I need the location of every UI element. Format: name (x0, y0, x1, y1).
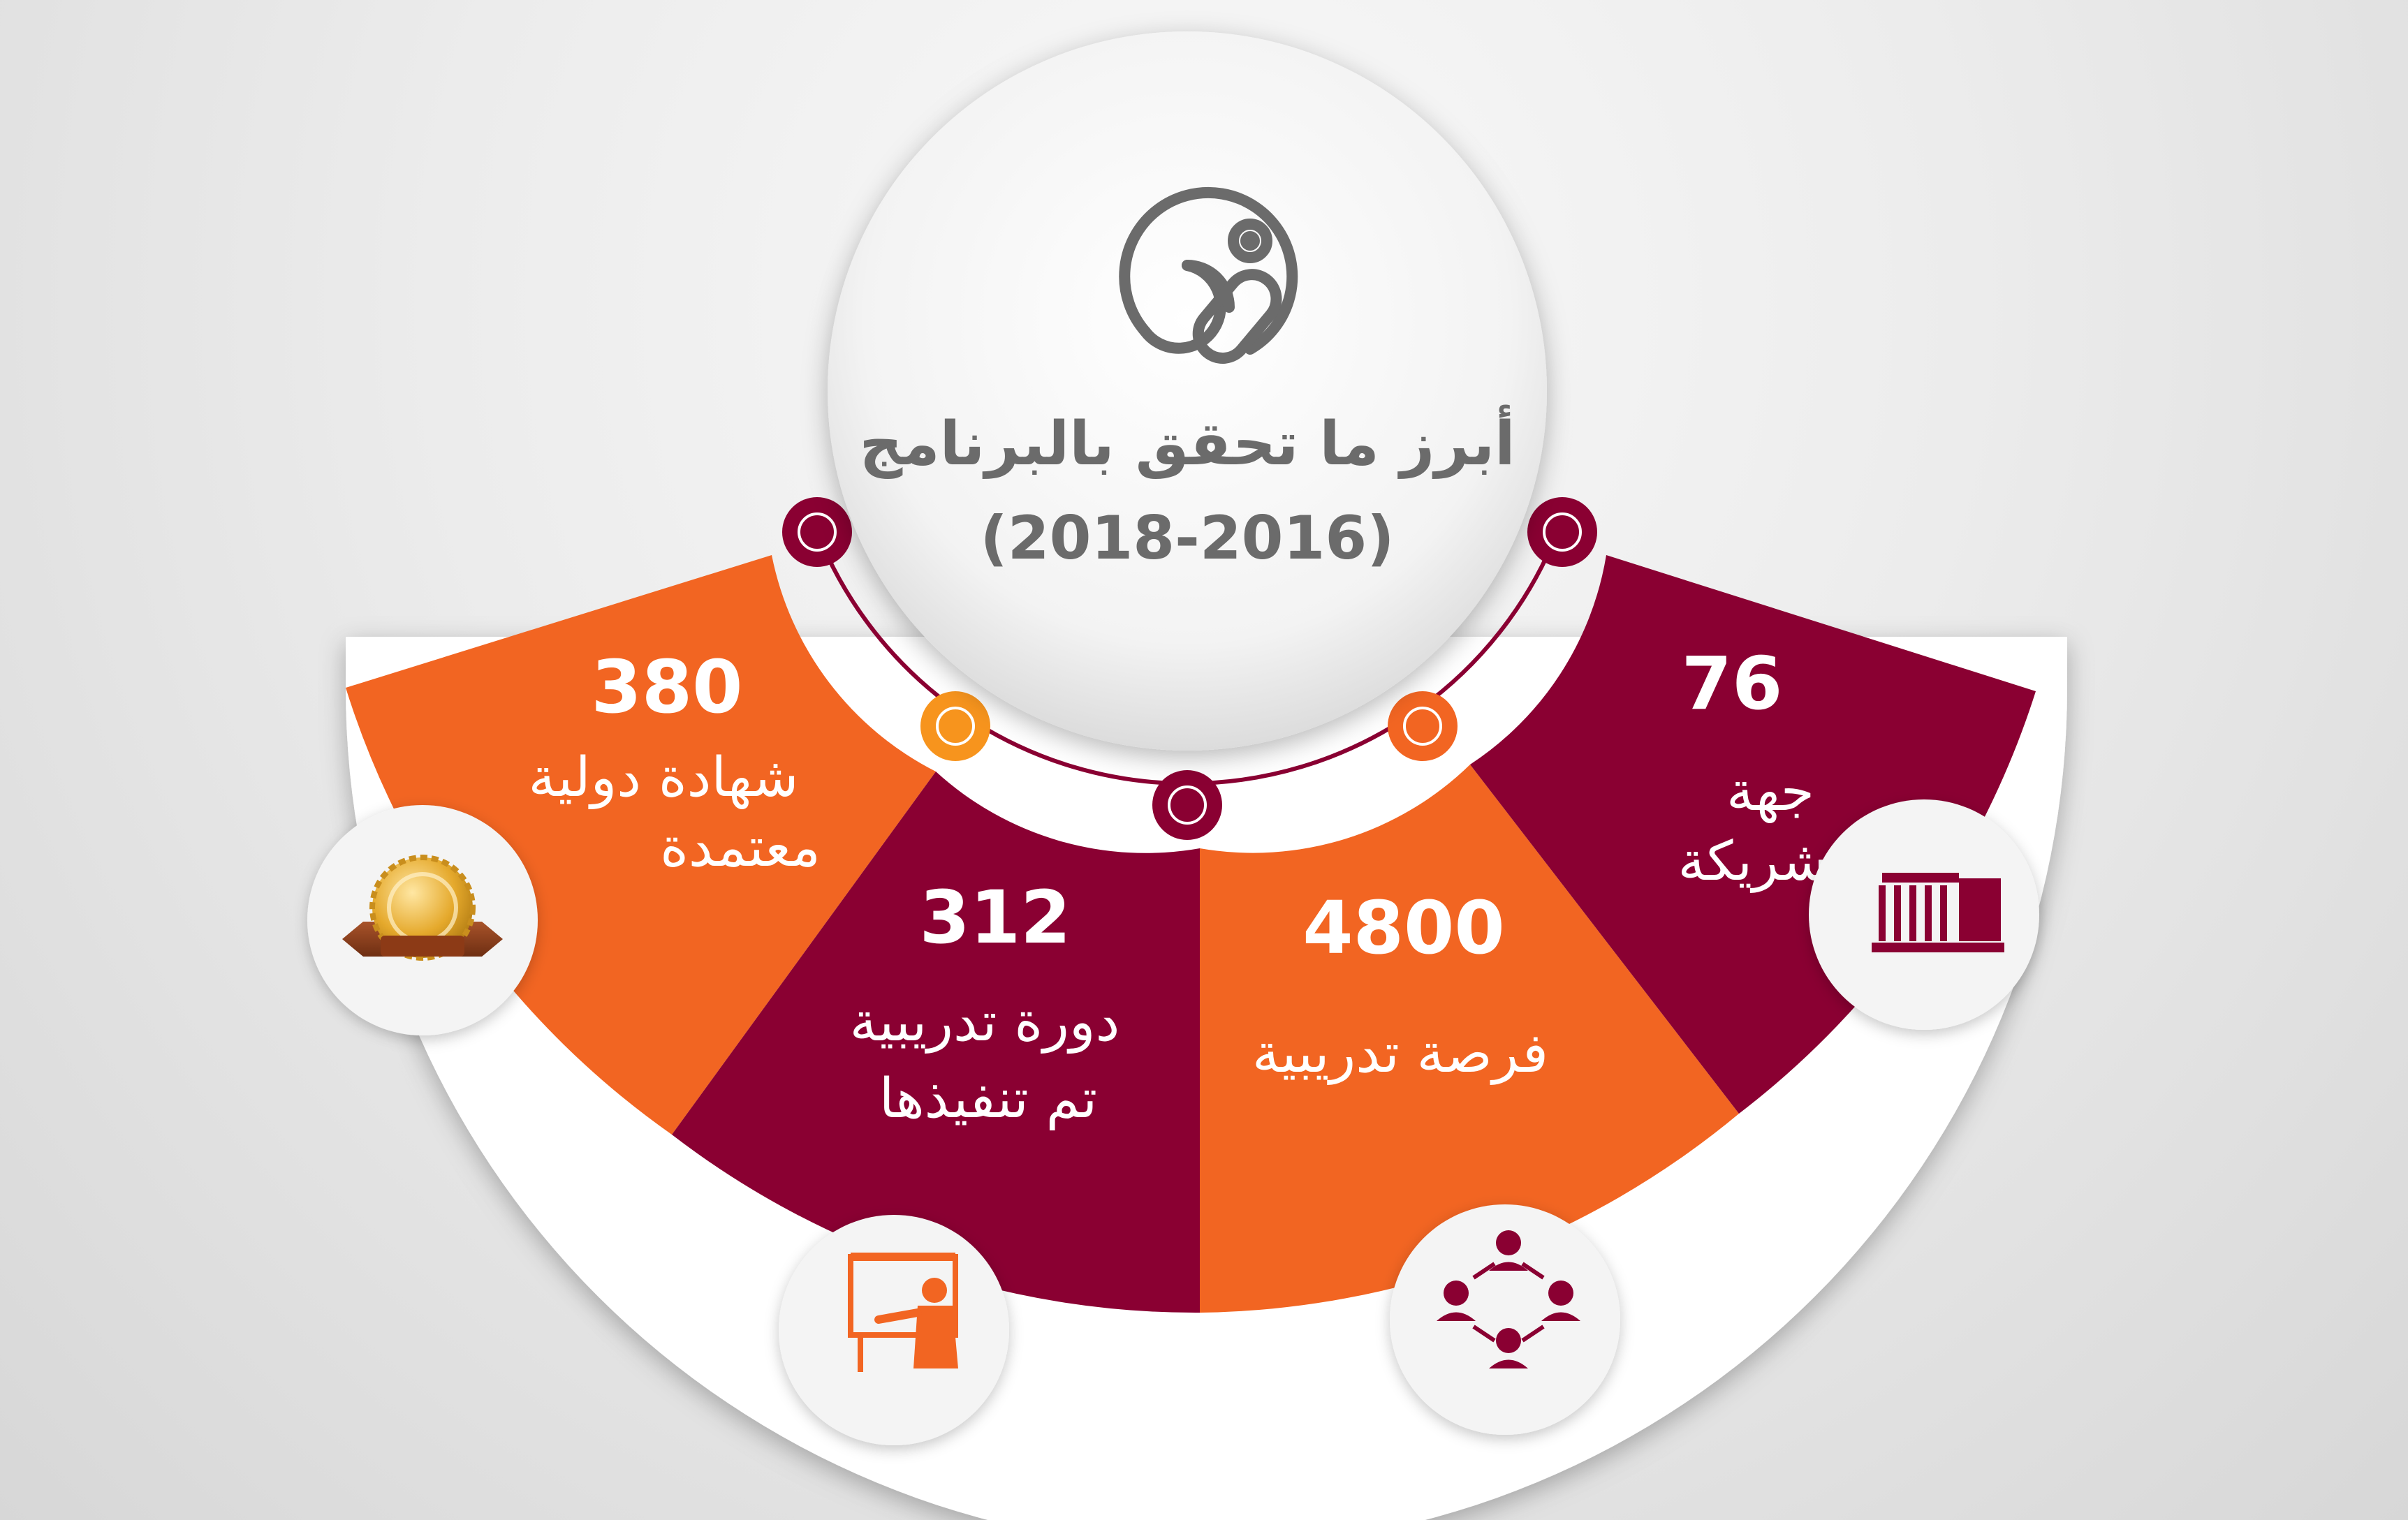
center-circle (828, 31, 1547, 751)
icon-badge-certificates (307, 805, 538, 1035)
segment-courses (672, 772, 1200, 1313)
segment-certificates (346, 555, 936, 1135)
icon-badge-opportunities (1390, 1204, 1620, 1435)
connector-node-left-mid (920, 691, 990, 761)
connector-node-bottom (1152, 770, 1222, 840)
stat-label-certificates-line1: شهادة دولية (529, 746, 799, 810)
presenter-board-icon (848, 1253, 958, 1372)
stat-value-courses: 312 (919, 875, 1071, 960)
segment-opportunities (1200, 765, 1739, 1313)
stat-label-courses-line1: دورة تدريبية (850, 991, 1120, 1054)
certificate-seal-icon (342, 855, 503, 961)
connector-node-right-mid (1388, 691, 1458, 761)
institution-building-icon (1872, 873, 2004, 952)
stat-label-certificates-line2: معتمدة (660, 816, 821, 879)
stat-label-partners-line1: جهة (1726, 760, 1814, 823)
stat-label-opportunities-line1: فرصة تدريبية (1252, 1022, 1548, 1086)
program-logo-icon (1119, 186, 1298, 364)
stat-value-opportunities: 4800 (1302, 885, 1504, 971)
period-label: (2018-2016) (980, 503, 1394, 573)
page-title: أبرز ما تحقق بالبرنامج (859, 404, 1515, 479)
stat-value-certificates: 380 (591, 644, 742, 730)
stat-value-partners: 76 (1682, 641, 1783, 726)
icon-badge-courses (779, 1215, 1009, 1445)
segment-partners (1470, 555, 2036, 1114)
connector-node-right-top (1527, 497, 1597, 567)
connector-node-left-top (782, 497, 852, 567)
group-network-icon (1437, 1230, 1580, 1368)
icon-badge-partners (1809, 799, 2039, 1030)
stat-label-partners-line2: شريكة (1678, 830, 1828, 894)
stat-label-courses-line2: تم تنفيذها (879, 1068, 1098, 1130)
